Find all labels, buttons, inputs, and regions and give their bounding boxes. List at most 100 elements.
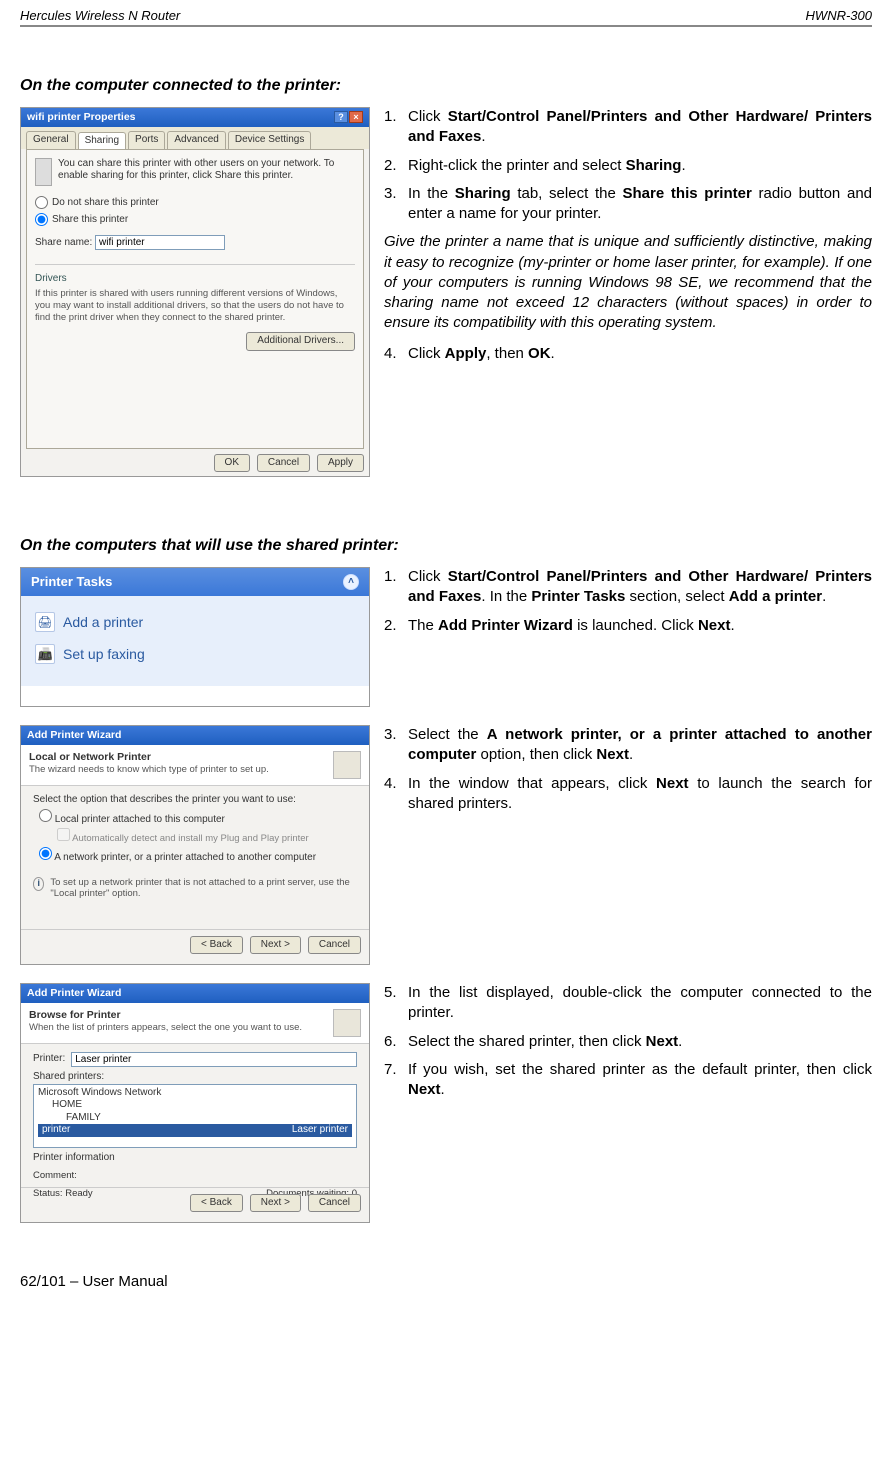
dlg1-titlebar: wifi printer Properties ?× — [21, 108, 369, 127]
text: . — [551, 345, 555, 362]
text: . — [678, 1033, 682, 1050]
text: Click — [408, 345, 445, 362]
printer-share-icon — [35, 158, 52, 186]
additional-drivers-button[interactable]: Additional Drivers... — [246, 332, 355, 351]
text: . — [681, 157, 685, 174]
cancel-button[interactable]: Cancel — [257, 454, 310, 473]
section2-title: On the computers that will use the share… — [20, 537, 872, 555]
back-button[interactable]: < Back — [190, 1194, 243, 1213]
tab-sharing[interactable]: Sharing — [78, 132, 126, 150]
radio-label: Local printer attached to this computer — [55, 814, 225, 825]
list-number: 6. — [384, 1032, 408, 1052]
setup-faxing-link[interactable]: 📠 Set up faxing — [33, 638, 357, 670]
screenshot-wizard-browse: Add Printer Wizard Browse for Printer Wh… — [20, 983, 370, 1223]
text: Right-click the printer and select — [408, 157, 626, 174]
printer-info-row1: Comment: — [33, 1170, 357, 1182]
radio-network-printer[interactable]: A network printer, or a printer attached… — [39, 847, 357, 865]
list-number: 2. — [384, 156, 408, 176]
dlg1-window-buttons: ?× — [333, 111, 363, 124]
dlg1-intro-text: You can share this printer with other us… — [58, 158, 355, 186]
screenshot-wizard-local-network: Add Printer Wizard Local or Network Prin… — [20, 725, 370, 965]
radio-do-not-share-label: Do not share this printer — [52, 197, 159, 208]
checkbox-label: Automatically detect and install my Plug… — [72, 833, 309, 844]
printer-tasks-title: Printer Tasks — [31, 574, 112, 590]
tab-ports[interactable]: Ports — [128, 131, 165, 149]
s2-step5: 5.In the list displayed, double-click th… — [384, 983, 872, 1024]
dlg2-body: Select the option that describes the pri… — [21, 786, 369, 936]
dlg1-pane: You can share this printer with other us… — [26, 149, 364, 449]
tree-node-home[interactable]: HOME — [38, 1099, 352, 1112]
printer-input[interactable] — [71, 1052, 357, 1067]
share-name-input[interactable] — [95, 235, 225, 250]
bold-text: Next — [646, 1033, 679, 1050]
text: section, select — [625, 588, 728, 605]
chevron-up-icon[interactable]: ˄ — [343, 574, 359, 590]
printer-tasks-header: Printer Tasks ˄ — [21, 568, 369, 596]
bold-text: Add a printer — [729, 588, 822, 605]
share-name-label: Share name: — [35, 237, 92, 248]
dlg1-radios: Do not share this printer Share this pri… — [35, 196, 355, 227]
dlg2-titlebar: Add Printer Wizard — [21, 726, 369, 745]
tree-node-network[interactable]: Microsoft Windows Network — [38, 1087, 352, 1100]
help-icon[interactable]: ? — [334, 111, 348, 123]
s2-step1: 1.Click Start/Control Panel/Printers and… — [384, 567, 872, 608]
tree-node-selected[interactable]: printer Laser printer — [38, 1124, 352, 1137]
tab-advanced[interactable]: Advanced — [167, 131, 225, 149]
s1-step1: 1.Click Start/Control Panel/Printers and… — [384, 107, 872, 148]
add-printer-icon: 🖨 — [35, 612, 55, 632]
list-number: 3. — [384, 725, 408, 766]
dlg3-header: Browse for Printer When the list of prin… — [21, 1003, 369, 1044]
s1-note: Give the printer a name that is unique a… — [384, 232, 872, 333]
page-header: Hercules Wireless N Router HWNR-300 — [20, 8, 872, 27]
list-number: 7. — [384, 1060, 408, 1101]
dlg1-intro: You can share this printer with other us… — [35, 158, 355, 186]
radio-share[interactable]: Share this printer — [35, 213, 355, 227]
ok-button[interactable]: OK — [214, 454, 250, 473]
cancel-button[interactable]: Cancel — [308, 1194, 361, 1213]
section2-content3: 5.In the list displayed, double-click th… — [384, 983, 872, 1108]
tree-node-family[interactable]: FAMILY — [38, 1112, 352, 1125]
tab-general[interactable]: General — [26, 131, 76, 149]
dlg2-subheading: The wizard needs to know which type of p… — [29, 764, 269, 776]
page-footer: 62/101 – User Manual — [20, 1273, 872, 1290]
s1-step2: 2.Right-click the printer and select Sha… — [384, 156, 872, 176]
s2-step7: 7.If you wish, set the shared printer as… — [384, 1060, 872, 1101]
printer-field-row: Printer: — [33, 1052, 357, 1067]
text: . In the — [481, 588, 531, 605]
bold-text: Share this printer — [623, 185, 752, 202]
list-number: 1. — [384, 107, 408, 148]
share-name-row: Share name: — [35, 235, 355, 250]
cancel-button[interactable]: Cancel — [308, 936, 361, 955]
list-number: 5. — [384, 983, 408, 1024]
shared-printers-tree[interactable]: Microsoft Windows Network HOME FAMILY pr… — [33, 1084, 357, 1148]
drivers-text: If this printer is shared with users run… — [35, 288, 355, 324]
dlg2-heading: Local or Network Printer — [29, 751, 151, 763]
s1-step3: 3.In the Sharing tab, select the Share t… — [384, 184, 872, 225]
s1-step4: 4.Click Apply, then OK. — [384, 344, 872, 364]
close-icon[interactable]: × — [349, 111, 363, 123]
add-printer-label: Add a printer — [63, 614, 143, 632]
next-button[interactable]: Next > — [250, 936, 301, 955]
text: . — [730, 617, 734, 634]
radio-local-printer[interactable]: Local printer attached to this computer — [39, 809, 357, 827]
bold-text: Start/Control Panel/Printers and Other H… — [408, 108, 872, 145]
radio-do-not-share[interactable]: Do not share this printer — [35, 196, 355, 210]
bold-text: Next — [596, 746, 629, 763]
dlg1-title: wifi printer Properties — [27, 111, 136, 124]
text: , then — [486, 345, 528, 362]
dlg2-footer: < Back Next > Cancel — [21, 929, 369, 961]
text: In the — [408, 185, 455, 202]
list-number: 4. — [384, 344, 408, 364]
dlg2-header: Local or Network Printer The wizard need… — [21, 745, 369, 786]
list-number: 3. — [384, 184, 408, 225]
tab-device-settings[interactable]: Device Settings — [228, 131, 311, 149]
selected-printer-desc: Laser printer — [292, 1124, 348, 1137]
apply-button[interactable]: Apply — [317, 454, 364, 473]
next-button[interactable]: Next > — [250, 1194, 301, 1213]
printer-tasks-body: 🖨 Add a printer 📠 Set up faxing — [21, 596, 369, 686]
back-button[interactable]: < Back — [190, 936, 243, 955]
printer-label: Printer: — [33, 1053, 65, 1066]
add-printer-link[interactable]: 🖨 Add a printer — [33, 606, 357, 638]
header-right: HWNR-300 — [806, 8, 872, 23]
info-icon: i — [33, 877, 44, 891]
